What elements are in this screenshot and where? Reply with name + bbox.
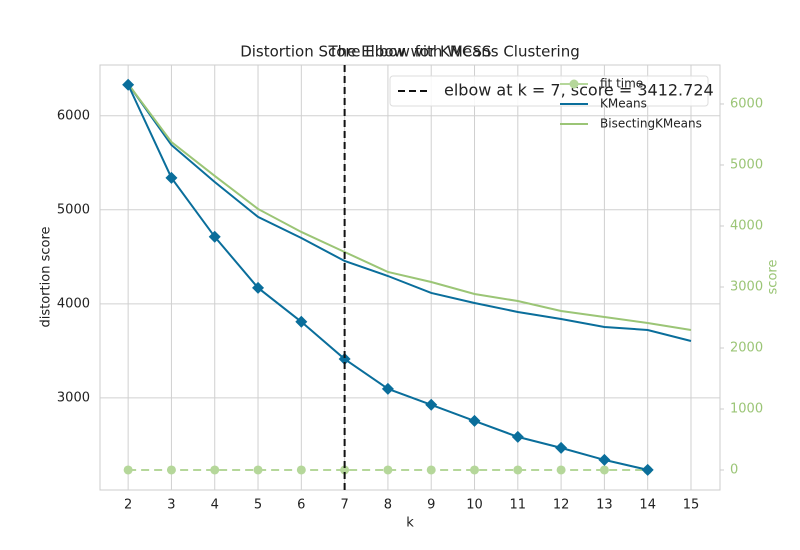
distortion-point	[208, 230, 221, 243]
x-tick-label: 10	[466, 498, 483, 513]
distortion-point	[295, 315, 308, 328]
series-line	[127, 83, 692, 331]
x-tick-label: 8	[384, 498, 392, 513]
distortion-point	[598, 453, 611, 466]
distortion-point	[468, 414, 481, 427]
legend-label: fit time	[600, 77, 643, 91]
x-tick-label: 6	[297, 498, 305, 513]
x-tick-label: 5	[254, 498, 262, 513]
distortion-point	[425, 398, 438, 411]
x-axis-label: k	[406, 516, 414, 531]
y-tick-label: 6000	[57, 108, 90, 123]
x-tick-label: 4	[211, 498, 219, 513]
x-tick-label: 15	[683, 498, 700, 513]
point	[253, 465, 263, 475]
distortion-point	[165, 171, 178, 184]
y2-tick-label: 4000	[730, 218, 763, 233]
distortion-point	[641, 463, 654, 476]
y-tick-label: 3000	[57, 390, 90, 405]
y2-axis-label: score	[766, 260, 781, 295]
point	[340, 465, 350, 475]
distortion-point	[338, 353, 351, 366]
x-tick-label: 9	[427, 498, 435, 513]
point	[599, 465, 609, 475]
distortion-point	[381, 382, 394, 395]
chart-title: Distortion Score Elbow for KMeans Cluste…	[240, 43, 580, 61]
series-line	[127, 83, 692, 342]
y-axis-label: distortion score	[39, 227, 54, 328]
x-tick-label: 11	[510, 498, 527, 513]
point	[383, 465, 393, 475]
y2-tick-label: 6000	[730, 96, 763, 111]
x-tick-label: 12	[553, 498, 570, 513]
x-tick-label: 13	[596, 498, 613, 513]
y2-tick-label: 0	[730, 462, 738, 477]
legend-label: BisectingKMeans	[600, 117, 702, 131]
point	[556, 465, 566, 475]
distortion-point	[252, 281, 265, 294]
legend-label: elbow at k = 7, score = 3412.724	[444, 81, 714, 100]
distortion-point	[122, 78, 135, 91]
legend-marker	[569, 79, 579, 89]
distortion-point	[511, 430, 524, 443]
legend-label: KMeans	[600, 97, 647, 111]
y2-tick-label: 3000	[730, 279, 763, 294]
distortion-point	[555, 441, 568, 454]
y2-tick-label: 2000	[730, 340, 763, 355]
y-tick-label: 5000	[57, 202, 90, 217]
x-tick-label: 2	[124, 498, 132, 513]
y-tick-label: 4000	[57, 296, 90, 311]
chart-title: The Elbow with WCSS	[328, 43, 492, 61]
point	[470, 465, 480, 475]
x-tick-label: 14	[639, 498, 656, 513]
point	[296, 465, 306, 475]
point	[123, 465, 133, 475]
point	[210, 465, 220, 475]
point	[513, 465, 523, 475]
y2-tick-label: 1000	[730, 401, 763, 416]
y2-tick-label: 5000	[730, 157, 763, 172]
point	[426, 465, 436, 475]
x-tick-label: 7	[340, 498, 348, 513]
legend-box	[389, 75, 709, 107]
point	[166, 465, 176, 475]
x-tick-label: 3	[167, 498, 175, 513]
